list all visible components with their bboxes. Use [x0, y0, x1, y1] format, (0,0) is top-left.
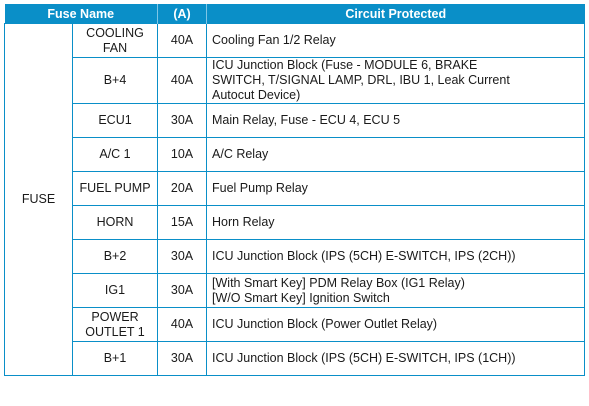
- amp-cell: 20A: [157, 171, 208, 206]
- circuit-cell: Fuel Pump Relay: [206, 171, 586, 206]
- fuse-name-cell: HORN: [71, 205, 159, 240]
- fuse-table: Fuse Name (A) Circuit Protected FUSE COO…: [4, 4, 586, 376]
- amp-cell: 30A: [157, 273, 208, 308]
- amp-cell: 40A: [157, 57, 208, 104]
- circuit-line: [With Smart Key] PDM Relay Box (IG1 Rela…: [212, 275, 465, 290]
- header-circuit: Circuit Protected: [206, 4, 585, 24]
- fuse-name-line: COOLING: [86, 25, 144, 40]
- fuse-name-cell: B+4: [71, 57, 159, 104]
- circuit-cell: ICU Junction Block (Fuse - MODULE 6, BRA…: [206, 57, 586, 104]
- table-row: FUSE COOLING FAN 40A Cooling Fan 1/2 Rela…: [4, 23, 586, 376]
- table-row: B+4 40A ICU Junction Block (Fuse - MODUL…: [5, 57, 586, 104]
- amp-cell: 10A: [157, 137, 208, 172]
- amp-cell: 15A: [157, 205, 208, 240]
- fuse-name-cell: FUEL PUMP: [71, 171, 159, 206]
- fuse-name-line: OUTLET 1: [85, 324, 145, 339]
- circuit-cell: [With Smart Key] PDM Relay Box (IG1 Rela…: [206, 273, 586, 308]
- circuit-cell: ICU Junction Block (IPS (5CH) E-SWITCH, …: [206, 341, 586, 376]
- amp-cell: 40A: [157, 23, 208, 58]
- circuit-line: [W/O Smart Key] Ignition Switch: [212, 290, 390, 305]
- table-row: ECU1 30A Main Relay, Fuse - ECU 4, ECU 5: [5, 103, 586, 138]
- table-row: IG1 30A [With Smart Key] PDM Relay Box (…: [5, 273, 586, 308]
- amp-cell: 40A: [157, 307, 208, 342]
- table-row: B+2 30A ICU Junction Block (IPS (5CH) E-…: [5, 239, 586, 274]
- circuit-cell: Main Relay, Fuse - ECU 4, ECU 5: [206, 103, 586, 138]
- fuse-name-cell: A/C 1: [71, 137, 159, 172]
- fuse-name-cell: B+2: [71, 239, 159, 274]
- fuse-name-line: FAN: [102, 40, 128, 55]
- circuit-line: SWITCH, T/SIGNAL LAMP, DRL, IBU 1, Leak …: [212, 73, 510, 87]
- circuit-cell: Cooling Fan 1/2 Relay: [206, 23, 586, 58]
- circuit-cell: Horn Relay: [206, 205, 586, 240]
- amp-cell: 30A: [157, 103, 208, 138]
- table-row: POWER OUTLET 1 40A ICU Junction Block (Po…: [5, 307, 586, 342]
- header-fuse-name: Fuse Name: [4, 4, 158, 24]
- table-row: HORN 15A Horn Relay: [5, 205, 586, 240]
- circuit-cell: ICU Junction Block (Power Outlet Relay): [206, 307, 586, 342]
- amp-cell: 30A: [157, 341, 208, 376]
- amp-cell: 30A: [157, 239, 208, 274]
- circuit-line: Autocut Device): [212, 88, 301, 102]
- fuse-name-line: POWER: [91, 309, 139, 324]
- fuse-name-cell: ECU1: [71, 103, 159, 138]
- table-row: FUEL PUMP 20A Fuel Pump Relay: [5, 171, 586, 206]
- fuse-name-cell: B+1: [71, 341, 159, 376]
- circuit-line: ICU Junction Block (Fuse - MODULE 6, BRA…: [212, 58, 478, 72]
- table-header-row: Fuse Name (A) Circuit Protected: [4, 4, 585, 24]
- fuse-table-container: Fuse Name (A) Circuit Protected FUSE COO…: [4, 4, 586, 376]
- table-row: B+1 30A ICU Junction Block (IPS (5CH) E-…: [5, 341, 586, 376]
- circuit-cell: ICU Junction Block (IPS (5CH) E-SWITCH, …: [206, 239, 586, 274]
- circuit-cell: A/C Relay: [206, 137, 586, 172]
- group-label: FUSE: [4, 23, 73, 376]
- fuse-name-cell: COOLING FAN: [71, 23, 159, 58]
- fuse-name-cell: IG1: [71, 273, 159, 308]
- fuse-name-cell: POWER OUTLET 1: [71, 307, 159, 342]
- table-row: A/C 1 10A A/C Relay: [5, 137, 586, 172]
- header-amp: (A): [157, 4, 207, 24]
